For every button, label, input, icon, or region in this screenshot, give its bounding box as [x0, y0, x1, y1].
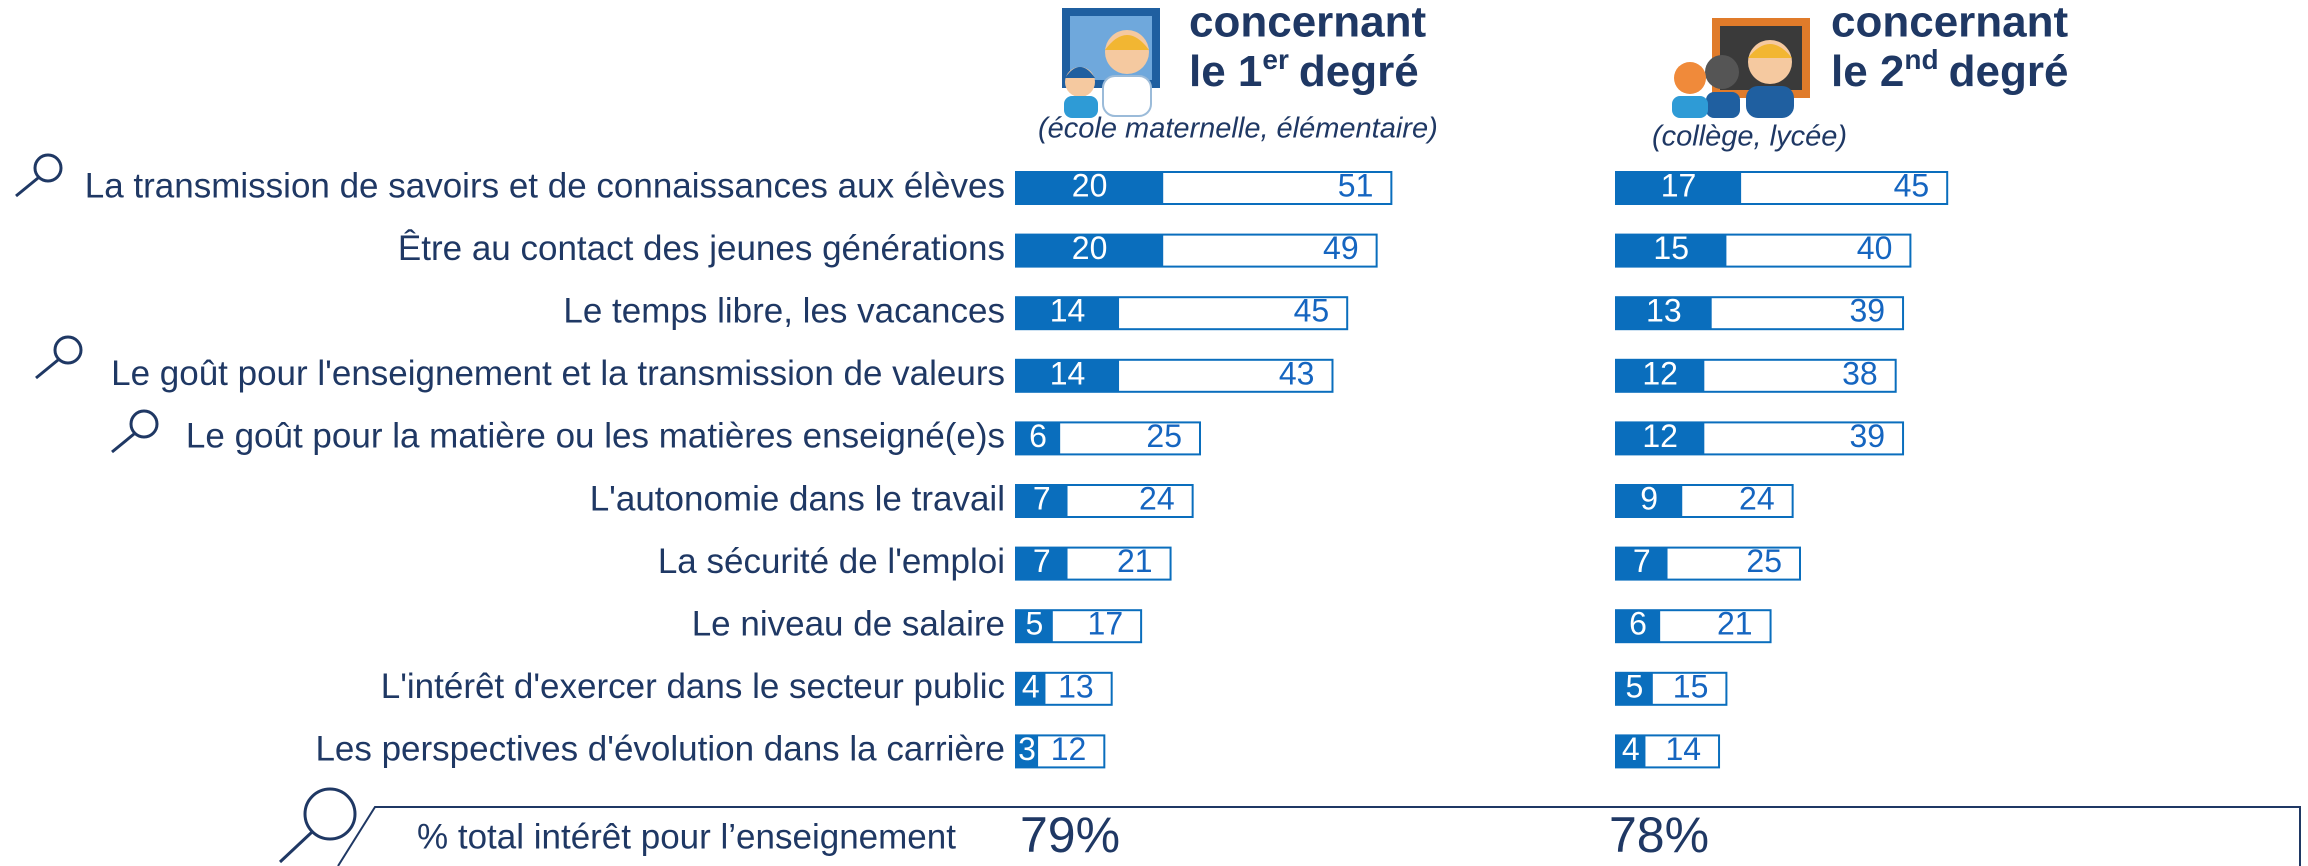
first-value: 9: [1640, 480, 1658, 516]
first-value: 5: [1626, 668, 1644, 704]
total-value-label: 21: [1117, 543, 1153, 579]
category-label: Le goût pour l'enseignement et la transm…: [111, 354, 1005, 393]
first-value: 20: [1072, 167, 1108, 203]
title-part: degré: [1299, 47, 1419, 96]
total-value-label: 49: [1323, 230, 1359, 266]
total-value-label: 15: [1673, 668, 1709, 704]
category-label: La sécurité de l'emploi: [658, 542, 1005, 581]
category-label: L'autonomie dans le travail: [590, 479, 1005, 518]
total-value-label: 13: [1058, 668, 1094, 704]
first-value: 6: [1629, 606, 1647, 642]
total-value-label: 21: [1717, 606, 1753, 642]
total-value-label: 45: [1294, 293, 1330, 329]
total-value-label: 39: [1849, 418, 1885, 454]
first-value: 6: [1029, 418, 1047, 454]
title-sup: er: [1262, 44, 1289, 75]
category-label: Être au contact des jeunes générations: [398, 229, 1005, 268]
title-sup: nd: [1904, 44, 1938, 75]
panel-subtitle: (école maternelle, élémentaire): [1038, 113, 1438, 145]
total-value-label: 25: [1746, 543, 1782, 579]
first-value: 7: [1633, 543, 1651, 579]
first-value: 15: [1653, 230, 1689, 266]
total-value-label: 17: [1088, 606, 1124, 642]
first-value: 5: [1026, 606, 1044, 642]
total-value-label: 14: [1665, 731, 1701, 767]
total-value-label: 40: [1857, 230, 1893, 266]
first-value: 4: [1622, 731, 1640, 767]
category-label: La transmission de savoirs et de connais…: [85, 166, 1005, 205]
first-value: 4: [1022, 668, 1040, 704]
total-value-label: 12: [1051, 731, 1087, 767]
total-value-label: 38: [1842, 355, 1878, 391]
chart: % total intérêt pour l’enseignement La t…: [0, 0, 2308, 866]
first-value: 7: [1033, 480, 1051, 516]
first-value: 17: [1661, 167, 1697, 203]
magnifier-icon: [16, 155, 355, 862]
category-label: L'intérêt d'exercer dans le secteur publ…: [381, 667, 1005, 706]
total-value-label: 24: [1139, 480, 1175, 516]
footer-label: % total intérêt pour l’enseignement: [417, 817, 956, 856]
teacher-icon: [1062, 8, 1160, 118]
total-value-label: 25: [1146, 418, 1182, 454]
category-label: Les perspectives d'évolution dans la car…: [315, 730, 1005, 769]
panel-title: concernant: [1831, 0, 2069, 47]
category-label: Le temps libre, les vacances: [563, 291, 1005, 330]
first-value: 14: [1050, 355, 1086, 391]
first-value: 13: [1646, 293, 1682, 329]
total-value: 78%: [1609, 807, 1709, 863]
total-value-label: 43: [1279, 355, 1315, 391]
category-label: Le niveau de salaire: [692, 604, 1005, 643]
first-value: 14: [1050, 293, 1086, 329]
total-value-label: 45: [1894, 167, 1930, 203]
title-part: degré: [1949, 47, 2069, 96]
panel-subtitle: (collège, lycée): [1652, 121, 1847, 153]
total-value-label: 39: [1849, 293, 1885, 329]
category-label: Le goût pour la matière ou les matières …: [186, 417, 1005, 456]
title-part: le 1: [1189, 47, 1262, 96]
title-part: le 2: [1831, 47, 1904, 96]
total-value-label: 24: [1739, 480, 1775, 516]
first-value: 20: [1072, 230, 1108, 266]
first-value: 3: [1018, 731, 1036, 767]
panel-title: concernant: [1189, 0, 1427, 47]
total-value: 79%: [1020, 807, 1120, 863]
total-value-label: 51: [1338, 167, 1374, 203]
first-value: 7: [1033, 543, 1051, 579]
first-value: 12: [1642, 355, 1678, 391]
teacher-icon: [1672, 18, 1810, 118]
first-value: 12: [1642, 418, 1678, 454]
